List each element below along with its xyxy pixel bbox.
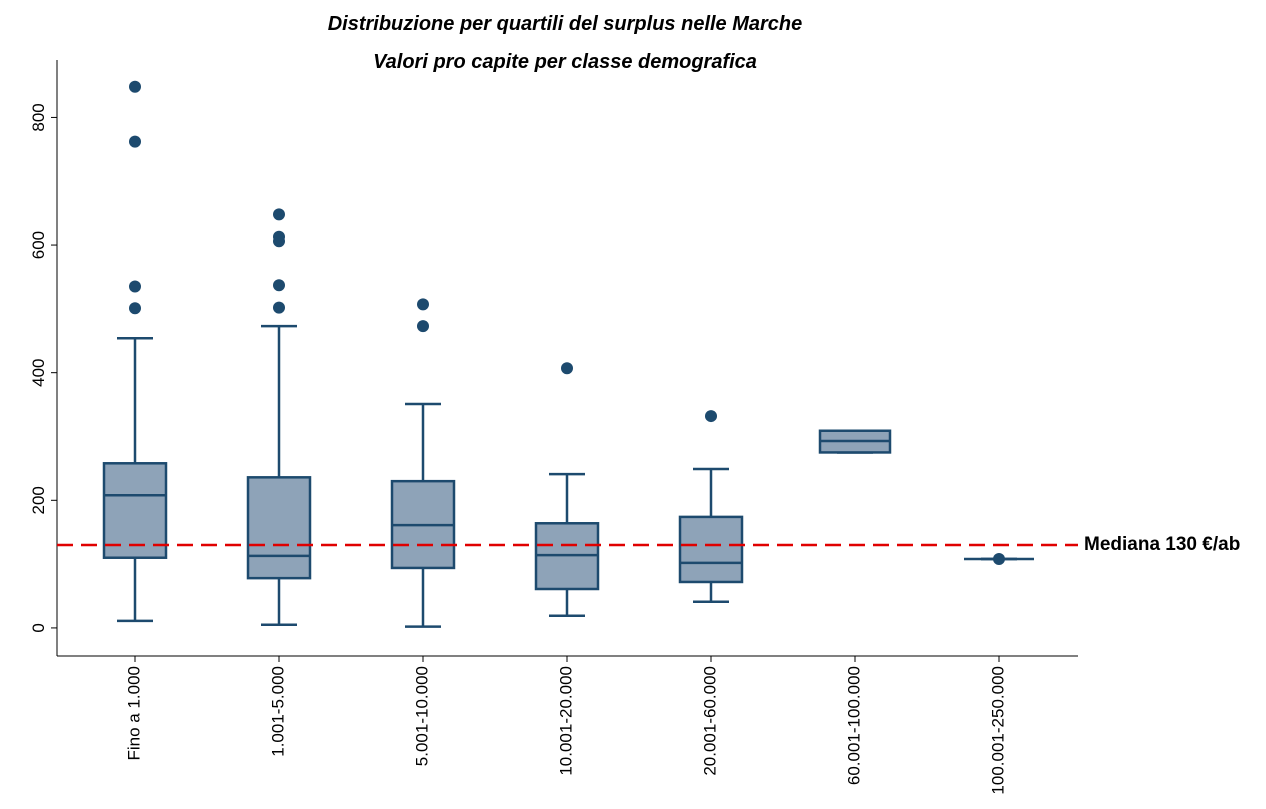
y-tick-label: 600 [29,231,48,259]
y-tick-label: 800 [29,103,48,131]
outlier [273,301,285,314]
y-tick-label: 200 [29,486,48,514]
outlier [417,298,429,311]
y-tick-label: 400 [29,358,48,386]
x-tick-label: 100.001-250.000 [988,666,1007,795]
outlier [561,362,573,375]
outlier [273,235,285,248]
reference-label: Mediana 130 €/ab [1084,534,1240,555]
outlier [417,320,429,333]
x-tick-label: 20.001-60.000 [700,666,719,776]
x-tick-label: 5.001-10.000 [412,666,431,766]
box [678,515,744,584]
box [102,462,168,559]
x-tick-label: Fino a 1.000 [124,666,143,761]
x-tick-label: 60.001-100.000 [844,666,863,785]
x-tick-label: 1.001-5.000 [268,666,287,757]
outlier [129,280,141,293]
outlier [129,302,141,315]
outlier [993,553,1005,566]
outlier [129,80,141,93]
outlier [129,135,141,148]
outlier [273,279,285,292]
box [246,476,312,580]
outlier [705,410,717,423]
x-tick-label: 10.001-20.000 [556,666,575,776]
chart-title: Distribuzione per quartili del surplus n… [328,13,803,35]
y-tick-label: 0 [29,623,48,632]
outlier [273,208,285,221]
chart-subtitle: Valori pro capite per classe demografica [373,51,757,73]
